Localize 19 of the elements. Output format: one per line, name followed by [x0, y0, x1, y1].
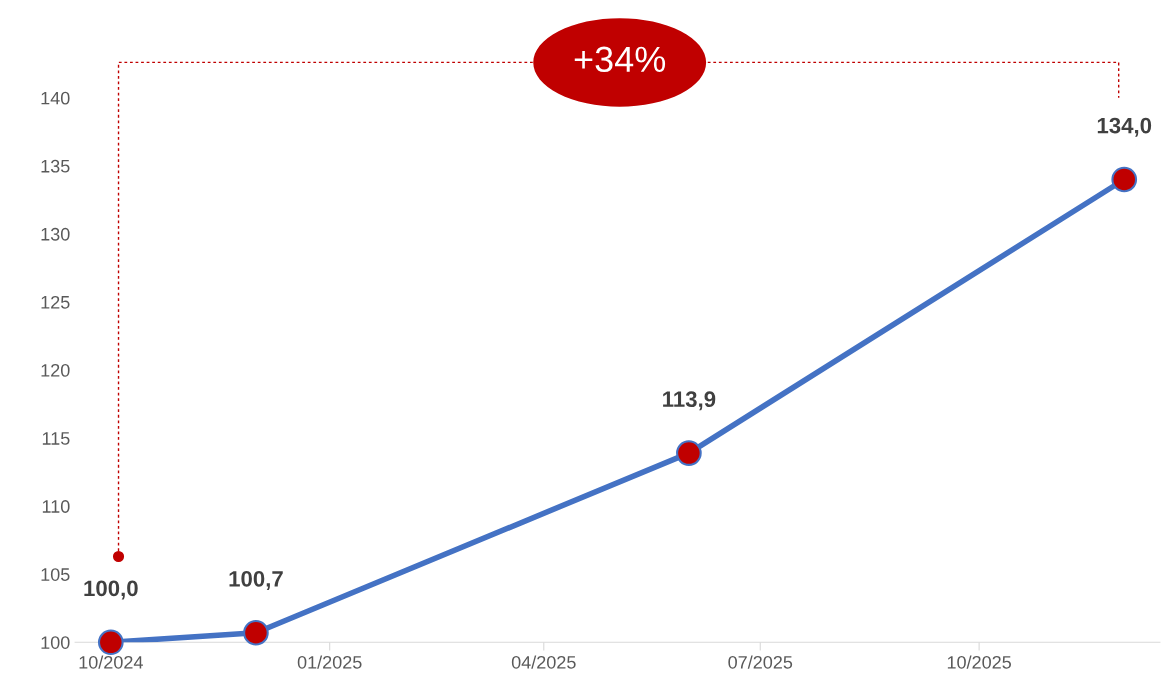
text: +34%: [574, 46, 666, 73]
data-label: 134,0: [1097, 117, 1152, 137]
x-tick-label: 07/2025: [728, 655, 793, 669]
y-tick-label: 135: [41, 159, 70, 173]
y-tick-label: 125: [41, 295, 70, 309]
y-tick-label: 115: [42, 432, 70, 445]
y-tick-label: 130: [41, 227, 70, 241]
data-label: 113,9: [663, 391, 716, 411]
y-tick-label: 100: [41, 636, 70, 649]
y-tick-label: 120: [41, 363, 70, 377]
data-label: 100,7: [229, 570, 283, 590]
y-tick-label: 110: [42, 500, 70, 513]
x-tick-label: 10/2024: [79, 655, 143, 669]
x-tick-label: 04/2025: [511, 655, 576, 669]
x-tick-label: 10/2025: [947, 655, 1011, 669]
y-tick-label: 140: [41, 91, 70, 105]
y-tick-label: 105: [41, 568, 70, 581]
x-tick-label: 01/2025: [297, 655, 362, 669]
data-label: 100,0: [84, 580, 138, 600]
